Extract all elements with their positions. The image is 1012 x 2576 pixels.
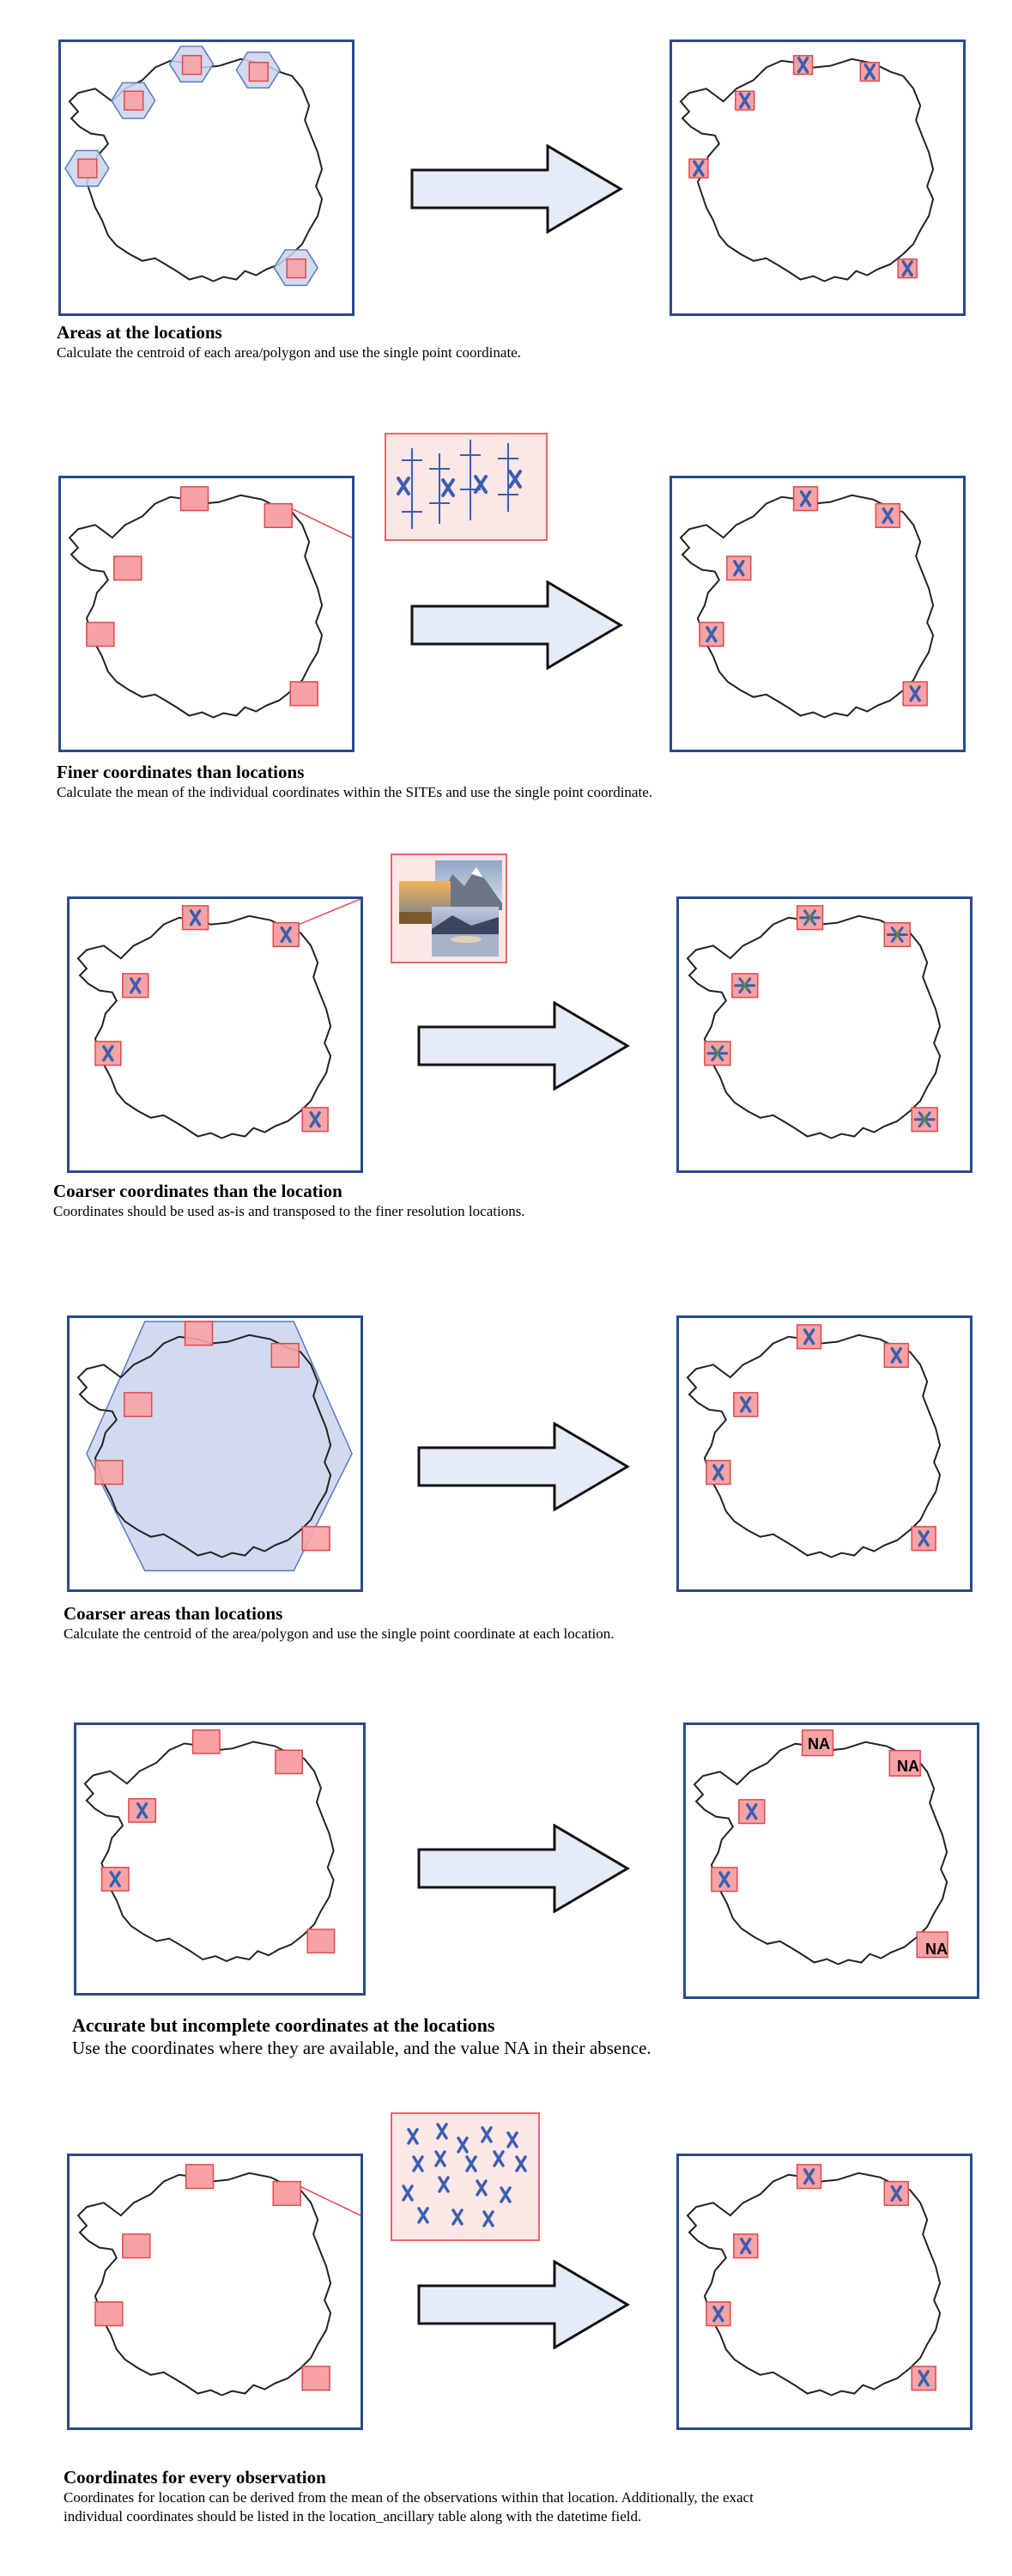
right-arrow-icon: [410, 580, 623, 670]
panel-coarser: Coarser coordinates than the location Co…: [0, 0, 1012, 1254]
panel-description: Use the coordinates where they are avail…: [72, 2038, 651, 2058]
panel-title: Coarser coordinates than the location: [53, 1181, 342, 1201]
map-after: [670, 476, 966, 752]
panel-description: Coordinates should be used as-is and tra…: [53, 1203, 525, 1219]
right-arrow-icon: [417, 1824, 630, 1913]
right-arrow-icon: [410, 144, 623, 234]
map-before: [67, 896, 363, 1173]
map-after: [670, 39, 966, 316]
x-marker-icon: [402, 2123, 527, 2227]
map-after: [676, 1315, 973, 1592]
site-squares: [77, 55, 306, 279]
site-squares: [86, 486, 318, 707]
map-before: [74, 1722, 366, 1996]
panel-description-line1: Coordinates for location can be derived …: [64, 2489, 754, 2506]
coarse-area-hexagon: [86, 1321, 353, 1572]
green-marker: [713, 912, 929, 1126]
map-before: [58, 39, 355, 316]
map-before: [67, 1315, 363, 1592]
na-label: NA: [897, 1758, 919, 1775]
panel-description-line2: individual coordinates should be listed …: [64, 2508, 642, 2524]
zoom-callout: [391, 2112, 540, 2241]
panel-description: Calculate the mean of the individual coo…: [57, 784, 652, 800]
panel-finer: Finer coordinates than locations Calcula…: [0, 0, 1012, 824]
na-label: NA: [925, 1941, 948, 1958]
map-after: [676, 2154, 973, 2430]
panel-title: Finer coordinates than locations: [57, 762, 305, 782]
panel-areas: Areas at the locations Calculate the cen…: [0, 0, 1012, 378]
right-arrow-icon: [417, 2260, 630, 2349]
panel-title: Coarser areas than locations: [64, 1603, 283, 1624]
map-before: [67, 2154, 363, 2430]
photo-callout: [391, 854, 507, 963]
map-before: [58, 476, 355, 752]
panel-title: Coordinates for every observation: [64, 2467, 326, 2488]
panel-incomplete: NA NA NA Accurate but incomplete coordin…: [72, 1722, 979, 2058]
right-arrow-icon: [417, 1001, 630, 1091]
landscape-photo: [399, 860, 502, 957]
panel-title: Accurate but incomplete coordinates at t…: [72, 2014, 495, 2036]
zoom-callout: [385, 433, 548, 541]
panel-coarser-areas: Coarser areas than locations Calculate t…: [64, 1315, 973, 1642]
panel-title: Areas at the locations: [57, 322, 222, 343]
map-after: [676, 896, 973, 1173]
panel-description: Calculate the centroid of each area/poly…: [57, 344, 521, 361]
panel-description: Calculate the centroid of the area/polyg…: [64, 1625, 615, 1642]
na-label: NA: [808, 1735, 830, 1753]
map-after: NA NA NA: [683, 1722, 979, 1999]
right-arrow-icon: [417, 1422, 630, 1511]
